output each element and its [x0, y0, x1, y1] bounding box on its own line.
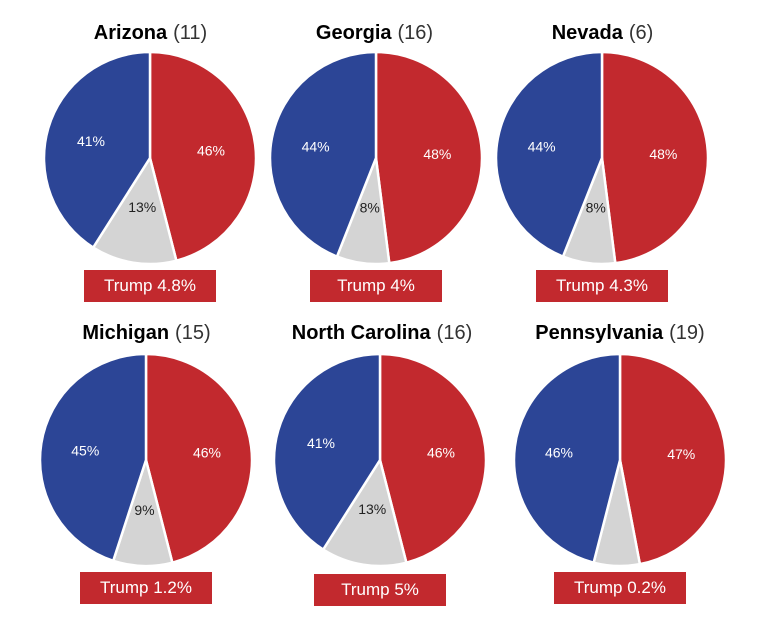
- state-title: Pennsylvania (19): [510, 322, 730, 345]
- lead-badge: Trump 1.2%: [80, 572, 212, 604]
- lead-badge: Trump 5%: [314, 574, 446, 606]
- slice-label: 46%: [545, 444, 573, 460]
- pie-slice-dem: [42, 50, 152, 249]
- state-title: Michigan (15): [44, 322, 249, 345]
- slice-label: 44%: [302, 138, 330, 154]
- lead-badge: Trump 4%: [310, 270, 442, 302]
- lead-badge: Trump 4.8%: [84, 270, 216, 302]
- slice-label: 9%: [134, 502, 154, 518]
- state-name: Georgia: [315, 22, 392, 44]
- electoral-votes: (6): [628, 22, 654, 44]
- pie-slice-dem: [512, 352, 622, 564]
- pie-slice-dem: [38, 352, 148, 563]
- pie-slice-other: [321, 458, 408, 568]
- pie-chart: 48% 8% 44%: [494, 50, 710, 266]
- electoral-votes: (16): [397, 22, 434, 44]
- slice-label: 44%: [528, 138, 556, 154]
- state-name: North Carolina: [291, 322, 431, 344]
- slice-label: 46%: [193, 444, 221, 460]
- slice-label: 13%: [128, 199, 156, 215]
- pie-slice-rep: [378, 352, 488, 564]
- pie-slice-rep: [148, 50, 258, 262]
- pie-slice-rep: [144, 352, 254, 564]
- state-title: Nevada (6): [500, 22, 705, 45]
- slice-label: 41%: [307, 435, 335, 451]
- slice-label: 46%: [197, 142, 225, 158]
- slice-label: 45%: [71, 442, 99, 458]
- slice-label: 8%: [586, 199, 606, 215]
- state-title: Georgia (16): [272, 22, 477, 45]
- lead-badge: Trump 4.3%: [536, 270, 668, 302]
- state-name: Arizona: [93, 22, 168, 44]
- slice-label: 41%: [77, 133, 105, 149]
- pie-slice-rep: [600, 50, 710, 265]
- pie-slice-dem: [272, 352, 382, 551]
- pie-chart: 47% 46%: [512, 352, 728, 568]
- state-name: Nevada: [551, 22, 623, 44]
- state-name: Pennsylvania: [535, 322, 664, 344]
- state-name: Michigan: [82, 322, 170, 344]
- pie-slice-rep: [374, 50, 484, 265]
- electoral-votes: (19): [669, 322, 705, 344]
- pie-slice-rep: [618, 352, 728, 566]
- pie-slice-dem: [494, 50, 604, 258]
- slice-label: 47%: [667, 446, 695, 462]
- slice-label: 8%: [360, 199, 380, 215]
- slice-label: 46%: [427, 444, 455, 460]
- pie-chart: 46% 9% 45%: [38, 352, 254, 568]
- state-title: North Carolina (16): [262, 322, 502, 345]
- state-title: Arizona (11): [48, 22, 253, 45]
- slice-label: 48%: [649, 146, 677, 162]
- electoral-votes: (15): [175, 322, 211, 344]
- slice-label: 48%: [423, 146, 451, 162]
- lead-badge: Trump 0.2%: [554, 572, 686, 604]
- slice-label: 13%: [358, 501, 386, 517]
- pie-chart: 48% 8% 44%: [268, 50, 484, 266]
- pie-slice-dem: [268, 50, 378, 258]
- pie-chart: 46% 13% 41%: [272, 352, 488, 568]
- pie-slice-other: [91, 156, 178, 266]
- electoral-votes: (16): [436, 322, 473, 344]
- electoral-votes: (11): [173, 22, 208, 44]
- pie-chart: 46% 13% 41%: [42, 50, 258, 266]
